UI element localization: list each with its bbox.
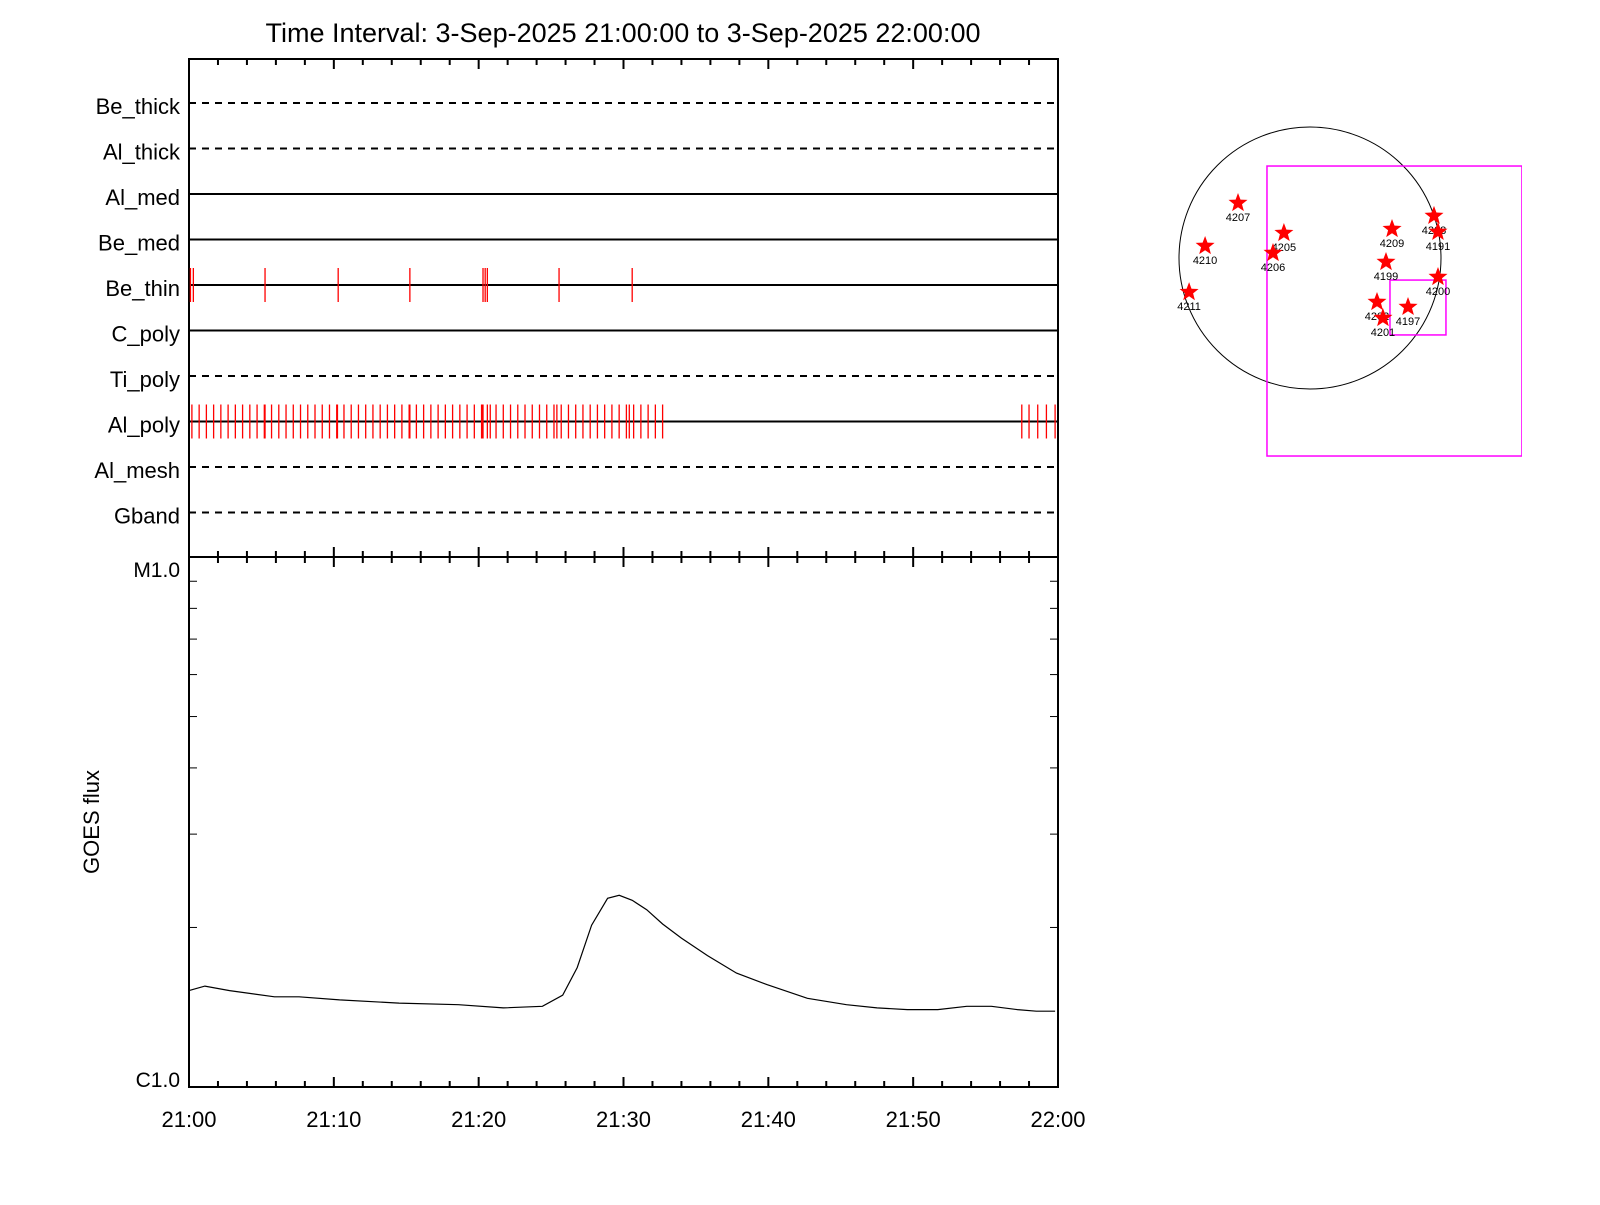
x-tick-label: 21:10 xyxy=(306,1107,361,1132)
row-label-al_thick: Al_thick xyxy=(103,140,181,165)
y-axis-label: GOES flux xyxy=(79,770,104,874)
solar-disk-map: 4207420542064210421142094199420242014197… xyxy=(1177,126,1522,457)
row-label-be_thin: Be_thin xyxy=(105,276,180,301)
row-label-al_poly: Al_poly xyxy=(108,413,180,438)
active-region-star-icon xyxy=(1195,236,1215,255)
active-region-star-icon xyxy=(1274,223,1294,242)
active-region-label: 4197 xyxy=(1396,316,1420,328)
active-region-label: 4200 xyxy=(1426,286,1450,298)
row-label-al_med: Al_med xyxy=(105,185,180,210)
active-region-star-icon xyxy=(1228,193,1248,212)
y-tick-label: C1.0 xyxy=(136,1069,180,1092)
active-region-star-icon xyxy=(1367,292,1387,311)
active-region-star-icon xyxy=(1179,282,1199,301)
active-region-star-icon xyxy=(1428,267,1448,286)
x-tick-label: 21:20 xyxy=(451,1107,506,1132)
event-panel-frame xyxy=(188,58,1059,558)
event-panel: Be_thick Al_thick Al_med Be_med Be_thin C_pol… xyxy=(94,58,1059,567)
active-region-star-icon xyxy=(1373,308,1393,327)
goes-panel-frame xyxy=(188,556,1059,1088)
solar-limb xyxy=(1178,126,1442,390)
y-tick-label: M1.0 xyxy=(133,559,180,582)
field-of-view-box xyxy=(1389,279,1447,336)
active-region-star-icon xyxy=(1424,205,1444,224)
active-region-label: 4209 xyxy=(1380,238,1404,250)
active-region-label: 4191 xyxy=(1426,241,1450,253)
row-label-al_mesh: Al_mesh xyxy=(94,458,180,483)
x-tick-label: 22:00 xyxy=(1030,1107,1085,1132)
x-tick-label: 21:30 xyxy=(596,1107,651,1132)
row-label-be_thick: Be_thick xyxy=(96,94,181,119)
row-label-ti_poly: Ti_poly xyxy=(110,367,180,392)
active-region-star-icon xyxy=(1376,252,1396,271)
chart-title: Time Interval: 3-Sep-2025 21:00:00 to 3-… xyxy=(266,18,981,48)
x-tick-label: 21:00 xyxy=(161,1107,216,1132)
x-tick-label: 21:40 xyxy=(741,1107,796,1132)
map-boxes xyxy=(1266,165,1522,457)
active-region-star-icon xyxy=(1398,297,1418,315)
active-region-label: 4201 xyxy=(1371,327,1395,339)
row-label-be_med: Be_med xyxy=(98,231,180,256)
active-region-label: 4206 xyxy=(1261,262,1285,274)
goes-flux-line xyxy=(188,894,1056,1012)
active-region-label: 4210 xyxy=(1193,255,1217,267)
row-label-c_poly: C_poly xyxy=(112,322,180,347)
x-tick-label: 21:50 xyxy=(886,1107,941,1132)
active-region-star-icon xyxy=(1263,243,1283,262)
active-region-star-icon xyxy=(1382,219,1402,238)
active-region-label: 4207 xyxy=(1226,212,1250,224)
active-region-label: 4211 xyxy=(1177,301,1201,313)
goes-flux-panel: M1.0 C1.0 21:00 21:10 21:20 21:30 21:40 21:50 22… xyxy=(133,556,1086,1132)
row-label-gband: Gband xyxy=(114,504,180,529)
field-of-view-box xyxy=(1266,165,1522,457)
active-region-star-icon xyxy=(1428,221,1448,240)
active-region-label: 4199 xyxy=(1374,271,1398,283)
